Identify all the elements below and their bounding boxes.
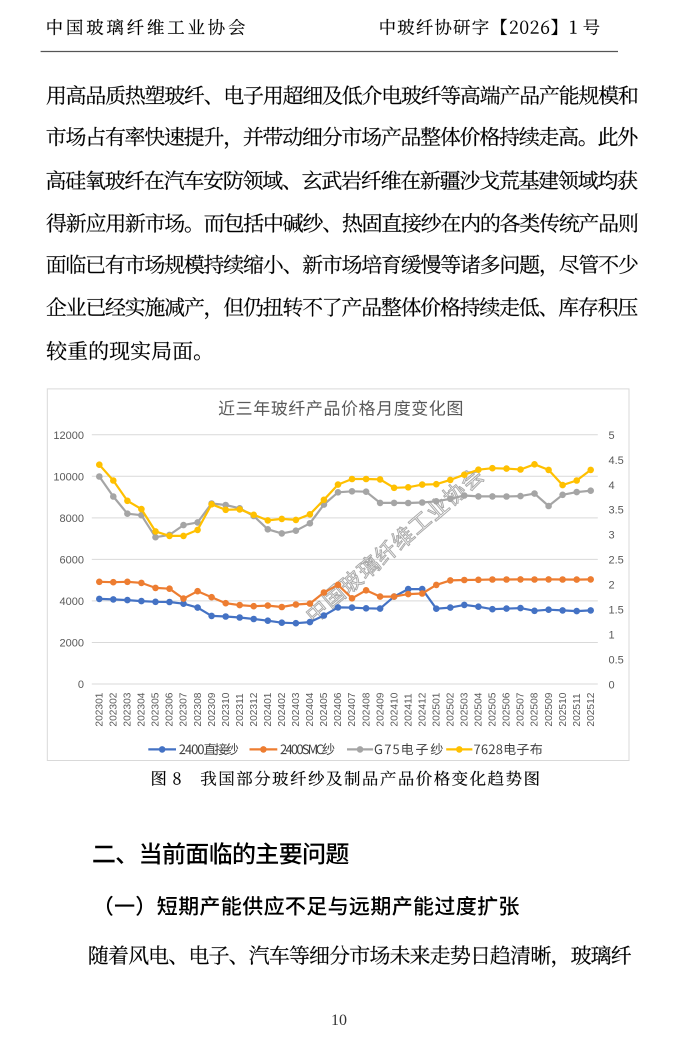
svg-text:202306: 202306 [165,692,176,726]
svg-text:202307: 202307 [179,692,190,726]
svg-text:202408: 202408 [361,692,372,726]
svg-text:202509: 202509 [544,692,555,726]
svg-text:2000: 2000 [60,638,84,650]
svg-text:202312: 202312 [249,692,260,726]
svg-text:4000: 4000 [60,596,84,608]
svg-text:202412: 202412 [417,692,428,726]
svg-text:202505: 202505 [488,692,499,726]
svg-text:202504: 202504 [474,692,485,726]
svg-text:202403: 202403 [291,692,302,726]
svg-text:202409: 202409 [375,692,386,726]
svg-text:202411: 202411 [403,693,414,727]
svg-text:202401: 202401 [263,692,274,726]
svg-text:202406: 202406 [333,692,344,726]
svg-text:202502: 202502 [446,692,457,726]
svg-text:202311: 202311 [235,693,246,727]
svg-text:4: 4 [609,480,615,492]
svg-text:202309: 202309 [207,692,218,726]
svg-text:202303: 202303 [123,692,134,726]
svg-text:3.5: 3.5 [609,505,624,517]
svg-text:202508: 202508 [530,692,541,726]
svg-text:202512: 202512 [586,692,597,726]
svg-text:0.5: 0.5 [609,654,624,666]
svg-text:202503: 202503 [460,692,471,726]
svg-text:202310: 202310 [221,692,232,726]
svg-text:202506: 202506 [502,692,513,726]
svg-text:202410: 202410 [389,692,400,726]
svg-text:202407: 202407 [347,692,358,726]
svg-text:202301: 202301 [95,692,106,726]
svg-text:2.5: 2.5 [609,555,624,567]
svg-text:202405: 202405 [319,692,330,726]
svg-text:202308: 202308 [193,692,204,726]
svg-text:1: 1 [609,629,615,641]
svg-text:0: 0 [78,679,84,691]
svg-text:8000: 8000 [60,513,84,525]
svg-text:3: 3 [609,530,615,542]
svg-text:202501: 202501 [432,692,443,726]
svg-text:4.5: 4.5 [609,455,624,467]
svg-text:5: 5 [609,430,615,442]
svg-text:202511: 202511 [572,693,583,727]
svg-text:12000: 12000 [53,430,84,442]
svg-text:202510: 202510 [558,692,569,726]
svg-text:10000: 10000 [53,471,84,483]
svg-text:202507: 202507 [516,692,527,726]
svg-text:10: 10 [331,1012,347,1029]
svg-text:202305: 202305 [151,692,162,726]
svg-text:1.5: 1.5 [609,605,624,617]
svg-text:202302: 202302 [109,692,120,726]
svg-text:202402: 202402 [277,692,288,726]
svg-text:2: 2 [609,580,615,592]
svg-text:6000: 6000 [60,554,84,566]
svg-text:0: 0 [609,679,615,691]
svg-text:202404: 202404 [305,692,316,726]
svg-text:202304: 202304 [137,692,148,726]
